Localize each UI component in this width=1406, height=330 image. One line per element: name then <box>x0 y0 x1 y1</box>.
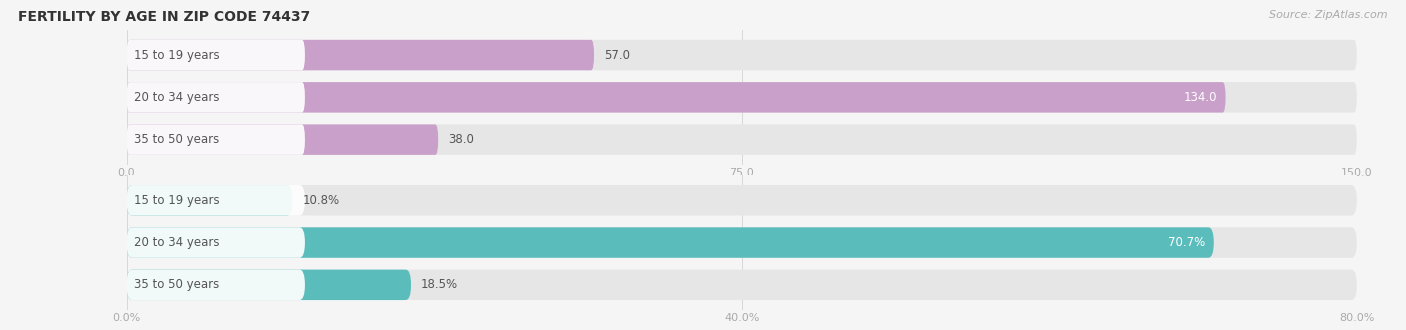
FancyBboxPatch shape <box>127 82 305 113</box>
FancyBboxPatch shape <box>127 185 305 215</box>
FancyBboxPatch shape <box>127 185 1357 215</box>
Text: 70.7%: 70.7% <box>1168 236 1205 249</box>
Text: 20 to 34 years: 20 to 34 years <box>134 236 219 249</box>
Text: 35 to 50 years: 35 to 50 years <box>134 133 219 146</box>
FancyBboxPatch shape <box>127 124 439 155</box>
Text: 57.0: 57.0 <box>605 49 630 62</box>
Text: 15 to 19 years: 15 to 19 years <box>134 194 219 207</box>
Text: 10.8%: 10.8% <box>302 194 340 207</box>
Text: 18.5%: 18.5% <box>420 278 458 291</box>
FancyBboxPatch shape <box>127 40 305 70</box>
FancyBboxPatch shape <box>127 270 305 300</box>
FancyBboxPatch shape <box>127 40 595 70</box>
FancyBboxPatch shape <box>127 82 1226 113</box>
FancyBboxPatch shape <box>127 124 1357 155</box>
Text: FERTILITY BY AGE IN ZIP CODE 74437: FERTILITY BY AGE IN ZIP CODE 74437 <box>18 10 311 24</box>
Text: Source: ZipAtlas.com: Source: ZipAtlas.com <box>1270 10 1388 20</box>
FancyBboxPatch shape <box>127 82 1357 113</box>
Text: 35 to 50 years: 35 to 50 years <box>134 278 219 291</box>
Text: 134.0: 134.0 <box>1184 91 1218 104</box>
Text: 20 to 34 years: 20 to 34 years <box>134 91 219 104</box>
FancyBboxPatch shape <box>127 227 305 258</box>
FancyBboxPatch shape <box>127 270 411 300</box>
FancyBboxPatch shape <box>127 227 1357 258</box>
FancyBboxPatch shape <box>127 185 292 215</box>
Text: 38.0: 38.0 <box>449 133 474 146</box>
FancyBboxPatch shape <box>127 124 305 155</box>
FancyBboxPatch shape <box>127 227 1213 258</box>
Text: 15 to 19 years: 15 to 19 years <box>134 49 219 62</box>
FancyBboxPatch shape <box>127 40 1357 70</box>
FancyBboxPatch shape <box>127 270 1357 300</box>
